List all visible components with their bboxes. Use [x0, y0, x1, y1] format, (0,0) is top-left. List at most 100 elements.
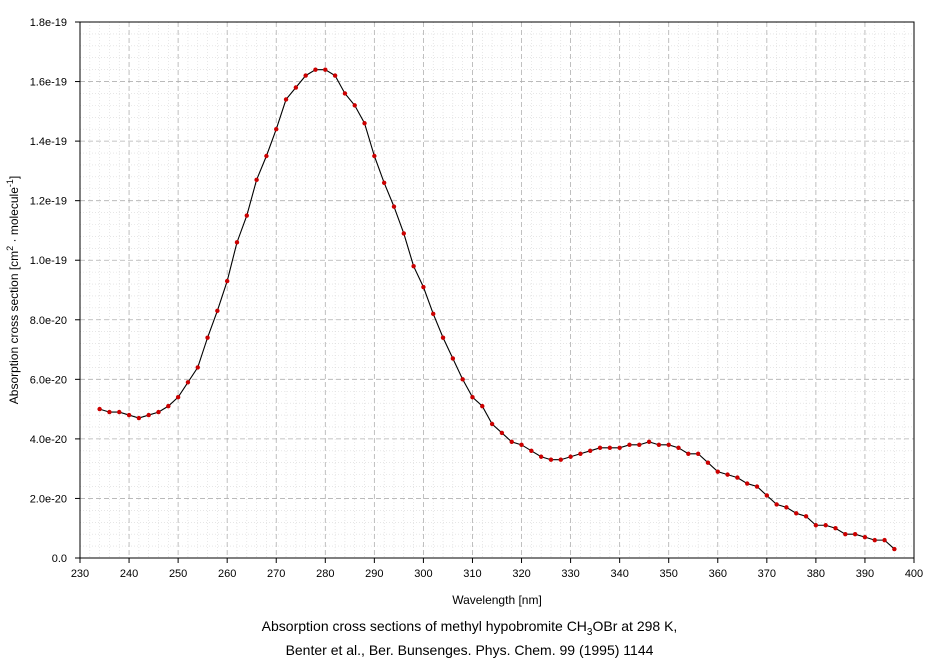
data-point: [185, 380, 191, 385]
data-point: [323, 67, 328, 72]
x-tick-label: 360: [709, 568, 727, 580]
minor-grid: [80, 22, 914, 558]
x-tick-label: 340: [610, 568, 628, 580]
data-point: [794, 511, 799, 516]
y-tick-label: 1.4e-19: [30, 136, 67, 148]
plot-background: [80, 22, 914, 558]
data-point: [784, 505, 789, 510]
x-tick-label: 270: [267, 568, 285, 580]
data-point: [264, 153, 269, 159]
data-point: [401, 231, 406, 236]
data-point: [470, 395, 475, 400]
data-point: [215, 308, 220, 314]
data-point: [597, 445, 603, 451]
data-point: [774, 502, 779, 507]
y-tick-label: 6.0e-20: [30, 374, 67, 386]
data-point: [676, 445, 681, 451]
x-tick-label: 310: [463, 568, 481, 580]
x-tick-label: 320: [512, 568, 530, 580]
data-point: [754, 484, 760, 489]
data-point: [735, 475, 740, 480]
data-point: [224, 278, 230, 284]
data-point: [195, 365, 200, 370]
x-tick-label: 260: [218, 568, 236, 580]
data-point: [568, 454, 573, 459]
y-tick-label: 1.0e-19: [30, 255, 67, 267]
data-point: [421, 284, 426, 290]
data-point: [97, 406, 102, 412]
data-point: [617, 445, 622, 451]
x-axis: 230 240 250 260 270 280 290 300 310 320 330 340 350 3…: [71, 558, 923, 580]
data-point: [852, 531, 858, 537]
data-point: [695, 451, 701, 456]
y-tick-label: 1.8e-19: [30, 17, 67, 29]
data-point: [274, 127, 279, 132]
data-point: [529, 448, 534, 453]
data-point: [489, 421, 495, 427]
series-line: [99, 69, 895, 550]
data-point: [146, 412, 151, 418]
data-point: [381, 180, 387, 185]
data-point: [538, 454, 544, 459]
data-point: [588, 448, 593, 453]
data-point: [293, 85, 299, 90]
data-point: [813, 523, 819, 528]
x-tick-label: 390: [856, 568, 874, 580]
data-point: [833, 526, 838, 531]
data-point: [686, 451, 691, 456]
data-point: [823, 523, 828, 528]
data-point: [460, 377, 465, 382]
x-tick-label: 370: [758, 568, 776, 580]
data-point: [117, 409, 122, 415]
x-tick-label: 400: [905, 568, 923, 580]
data-point: [480, 403, 485, 409]
x-tick-label: 240: [120, 568, 138, 580]
data-point: [882, 537, 887, 543]
y-tick-label: 2.0e-20: [30, 493, 67, 505]
series-markers-group: [97, 67, 897, 552]
data-point: [725, 472, 730, 477]
data-point: [372, 153, 377, 159]
x-axis-title: Wavelength [nm]: [452, 593, 542, 607]
data-point: [175, 395, 181, 400]
data-point: [666, 442, 671, 448]
x-tick-label: 330: [561, 568, 579, 580]
y-axis: 0.0 2.0e-20 4.0e-20 6.0e-20 8.0e-20 1.0e-19 1.…: [30, 17, 80, 565]
data-point: [715, 469, 720, 474]
y-tick-label: 4.0e-20: [30, 434, 67, 446]
data-point: [558, 457, 563, 462]
x-tick-label: 380: [807, 568, 825, 580]
data-point: [362, 121, 367, 126]
x-tick-label: 280: [316, 568, 334, 580]
data-point: [646, 439, 652, 445]
data-point: [254, 177, 259, 183]
data-point: [745, 481, 750, 486]
data-point: [440, 335, 446, 340]
data-point: [872, 537, 877, 543]
data-point: [166, 403, 171, 409]
y-tick-label: 0.0: [52, 553, 67, 565]
chart-caption-line2: Benter et al., Ber. Bunsenges. Phys. Che…: [285, 642, 654, 658]
series-line-group: [99, 69, 895, 550]
data-point: [548, 457, 554, 462]
data-point: [352, 103, 357, 108]
data-point: [342, 91, 348, 96]
data-point: [843, 531, 848, 537]
chart-caption-line1: Absorption cross sections of methyl hypo…: [261, 618, 678, 638]
data-point: [637, 442, 642, 448]
data-point: [764, 493, 770, 498]
data-point: [332, 73, 338, 78]
data-point: [627, 442, 632, 448]
data-point: [519, 442, 524, 448]
data-point: [136, 415, 142, 421]
data-point: [107, 409, 112, 415]
data-point: [705, 460, 711, 465]
data-point: [450, 356, 456, 361]
data-point: [803, 514, 809, 519]
plot-frame: [79, 21, 915, 559]
x-tick-label: 300: [414, 568, 432, 580]
y-tick-label: 1.6e-19: [30, 77, 67, 89]
data-point: [126, 412, 132, 418]
data-point: [499, 430, 505, 436]
